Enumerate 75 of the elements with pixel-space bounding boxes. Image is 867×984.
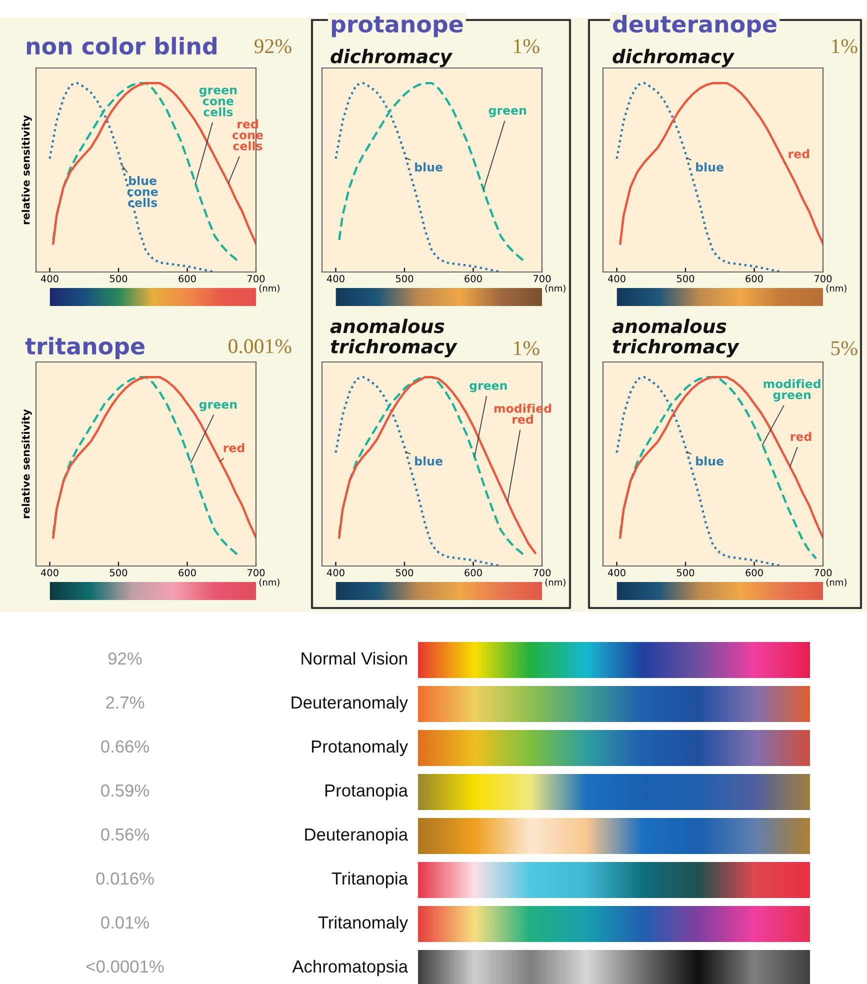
chart-subtitle: anomalous trichromacy (330, 318, 458, 358)
category-label: Protanomaly (312, 740, 408, 756)
text: 2.7% (106, 696, 144, 709)
x-tick-label: 700 (814, 274, 832, 282)
text: 0.66% (101, 740, 149, 753)
x-tick-label: 500 (396, 568, 414, 576)
x-tick-label: 600 (178, 274, 196, 282)
series-label: blue (415, 456, 442, 466)
category-label: Tritanomaly (318, 916, 408, 932)
x-axis-title: (nm) (826, 578, 846, 587)
text: 0.59% (101, 784, 149, 797)
chart-title: deuteranope (613, 14, 776, 38)
y-axis-title: relative sensitivity (22, 115, 32, 224)
x-tick-label: 500 (396, 274, 414, 282)
x-tick-label: 400 (608, 568, 626, 576)
text: 0.001% (228, 339, 292, 354)
text: 0.56% (101, 828, 149, 841)
x-axis-title: (nm) (545, 284, 566, 293)
x-tick-label: 600 (178, 568, 196, 576)
text: 1% (832, 39, 858, 54)
series-label: blue (696, 456, 724, 466)
chart-title: tritanope (25, 336, 144, 360)
x-tick-label: 500 (676, 568, 694, 576)
series-label: blue (696, 162, 724, 172)
chart-title: protanope (332, 16, 463, 38)
text: 1% (514, 341, 540, 356)
category-label: Normal Vision (302, 652, 407, 665)
x-tick-label: 600 (746, 568, 763, 576)
text: 92% (254, 39, 292, 54)
series-label: red (224, 443, 244, 452)
text: <0.0001% (86, 960, 164, 973)
category-label: Deuteranomaly (292, 696, 408, 712)
text: green (199, 402, 237, 412)
text: 92% (108, 652, 142, 665)
x-tick-label: 700 (248, 274, 265, 282)
x-axis-title: (nm) (545, 578, 566, 587)
chart-subtitle: anomalous trichromacy (612, 318, 740, 358)
x-tick-label: 700 (248, 568, 265, 576)
x-tick-label: 400 (40, 274, 58, 282)
text: green (488, 108, 526, 118)
chart-subtitle: dichromacy (612, 48, 735, 68)
x-tick-label: 400 (608, 274, 626, 282)
series-label: modified green (764, 379, 820, 402)
x-tick-label: 700 (534, 274, 551, 282)
category-label: Protanopia (325, 784, 408, 800)
x-axis-title: (nm) (259, 578, 280, 587)
text: green cone cells (199, 88, 237, 116)
series-label: red (790, 432, 812, 441)
series-label: blue (415, 162, 442, 172)
category-label: Deuteranopia (305, 828, 408, 844)
category-label: Tritanopia (332, 872, 408, 888)
x-axis-title: (nm) (259, 284, 280, 293)
chart-title: non color blind (26, 36, 216, 55)
x-tick-label: 700 (534, 568, 551, 576)
chart-subtitle: dichromacy (330, 48, 453, 68)
y-axis-title: relative sensitivity (22, 409, 32, 518)
category-label: Achromatopsia (292, 960, 408, 976)
x-tick-label: 500 (110, 568, 128, 576)
x-tick-label: 400 (326, 274, 344, 282)
x-tick-label: 700 (814, 568, 832, 576)
x-tick-label: 400 (326, 568, 344, 576)
text: 1% (514, 39, 540, 54)
series-label: blue cone cells (127, 176, 158, 208)
x-tick-label: 600 (464, 568, 482, 576)
x-tick-label: 500 (676, 274, 694, 282)
text: 0.016% (96, 872, 154, 885)
series-label: red (788, 149, 810, 158)
series-label: green (470, 383, 507, 392)
text: 0.01% (101, 916, 149, 929)
text: 5% (831, 341, 858, 356)
x-tick-label: 400 (40, 568, 58, 576)
x-axis-title: (nm) (826, 284, 846, 293)
x-tick-label: 500 (110, 274, 128, 282)
x-tick-label: 600 (746, 274, 763, 282)
x-tick-label: 600 (464, 274, 482, 282)
